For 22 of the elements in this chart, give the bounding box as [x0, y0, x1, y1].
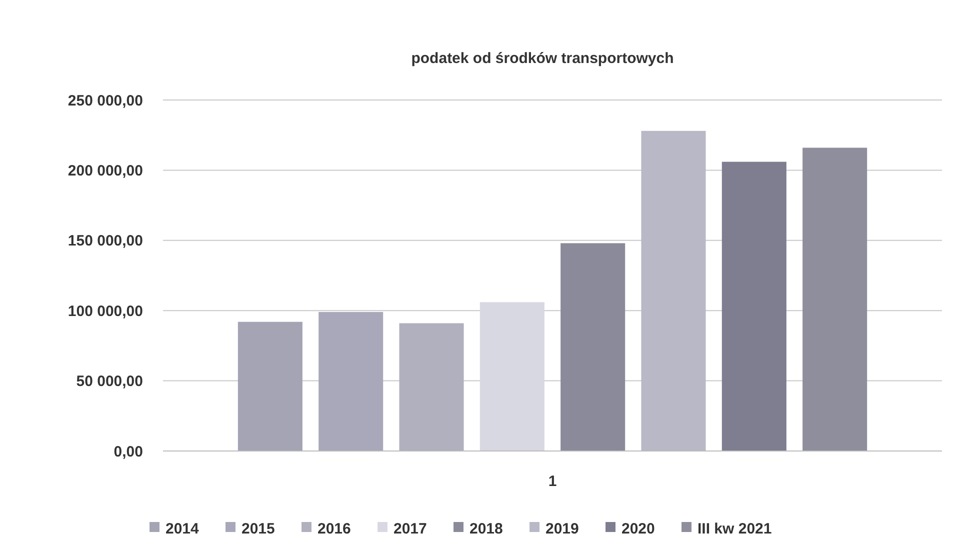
y-tick-label: 50 000,00: [76, 373, 143, 390]
legend-label: 2019: [546, 520, 579, 538]
bar: [560, 243, 626, 451]
y-tick-label: 200 000,00: [68, 162, 143, 180]
bar: [802, 148, 868, 451]
bar: [480, 302, 544, 451]
y-tick-label: 150 000,00: [68, 232, 143, 250]
x-tick-label: 1: [548, 473, 557, 490]
legend-label: 2017: [394, 520, 427, 538]
legend-label: 2015: [242, 520, 275, 538]
bar: [722, 162, 786, 451]
y-tick-label: 100 000,00: [68, 302, 143, 320]
legend-label: 2016: [318, 520, 351, 538]
legend-label: III kw 2021: [698, 520, 772, 538]
bar: [238, 322, 302, 451]
bar: [318, 312, 384, 451]
legend-label: 2018: [470, 520, 503, 538]
legend-label: 2014: [166, 520, 200, 538]
y-tick-label: 250 000,00: [68, 92, 143, 110]
y-tick-label: 0,00: [114, 443, 143, 460]
chart-title: podatek od środków transportowych: [411, 50, 674, 67]
legend-label: 2020: [622, 520, 655, 538]
